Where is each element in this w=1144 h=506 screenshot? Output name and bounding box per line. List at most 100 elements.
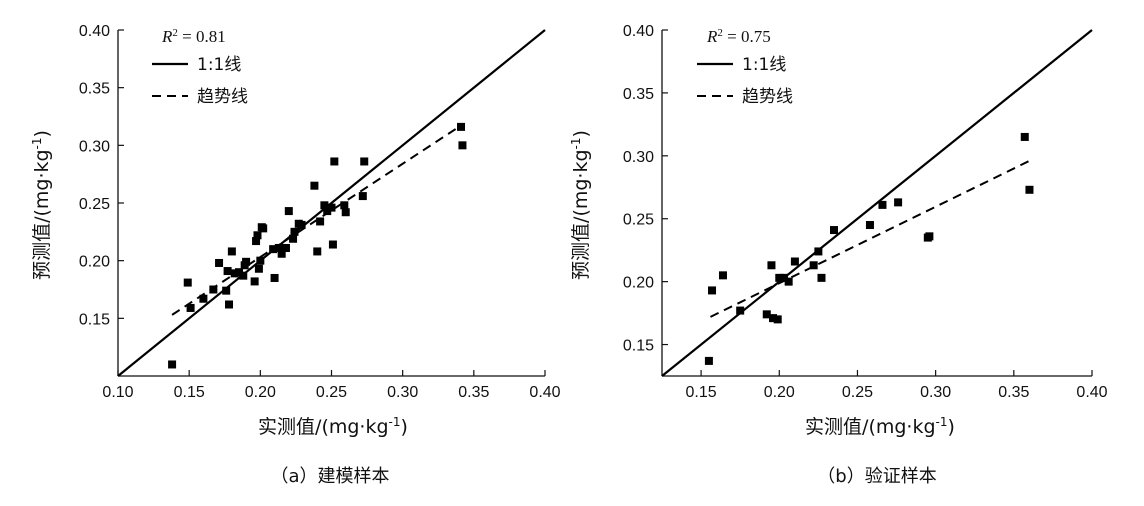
- data-point: [270, 273, 279, 282]
- data-point: [250, 277, 259, 286]
- y-tick-label: 0.40: [623, 23, 654, 40]
- x-tick-label: 0.35: [998, 384, 1029, 401]
- x-tick-label: 0.20: [245, 384, 276, 401]
- legend-one-to-one-label: 1:1线: [197, 55, 241, 75]
- data-point: [183, 278, 192, 287]
- y-tick-label: 0.20: [79, 254, 110, 271]
- data-point: [269, 245, 278, 254]
- data-point: [199, 294, 208, 303]
- chart-panel-b: 0.15 0.20 0.25 0.30 0.35 0.40 0.15 0.20 0.25 0.30…: [569, 23, 1108, 487]
- x-axis-title: 实测值/(mg·kg-1): [805, 415, 955, 438]
- data-point: [341, 208, 350, 217]
- one-to-one-line: [661, 29, 1093, 377]
- data-point: [1020, 132, 1029, 141]
- data-point: [718, 271, 727, 280]
- x-tick-label: 0.40: [529, 384, 560, 401]
- y-tick-label: 0.30: [79, 138, 110, 155]
- data-point: [223, 267, 232, 276]
- data-point: [277, 249, 286, 258]
- trend-line: [710, 159, 1030, 318]
- data-point: [239, 271, 248, 280]
- data-point: [289, 234, 298, 243]
- data-point: [284, 207, 293, 216]
- data-point: [458, 141, 467, 150]
- data-point: [809, 261, 818, 270]
- data-point: [358, 192, 367, 201]
- data-point: [704, 356, 713, 365]
- r-squared-label: R2 = 0.75: [706, 27, 771, 46]
- data-point: [222, 286, 231, 295]
- data-point: [242, 257, 251, 266]
- data-point: [327, 203, 336, 212]
- data-point: [328, 240, 337, 249]
- data-point: [775, 273, 784, 282]
- data-point: [230, 269, 239, 278]
- data-point: [330, 157, 339, 166]
- legend-trend-label: 趋势线: [197, 87, 248, 107]
- one-to-one-line: [117, 29, 546, 377]
- data-point: [297, 220, 306, 229]
- data-point: [323, 207, 332, 216]
- data-point: [865, 221, 874, 230]
- y-tick-label: 0.35: [623, 86, 654, 103]
- data-point: [773, 315, 782, 324]
- data-point: [817, 273, 826, 282]
- data-point: [186, 303, 195, 312]
- x-tick-label: 0.40: [1076, 384, 1107, 401]
- data-point: [168, 360, 177, 369]
- data-point: [234, 268, 243, 277]
- data-point: [227, 247, 236, 256]
- y-tick-label: 0.25: [79, 196, 110, 213]
- x-axis-title: 实测值/(mg·kg-1): [258, 415, 408, 438]
- chart-panel-a: 0.10 0.15 0.20 0.25 0.30 0.35 0.40 0.15 0.20 0.25…: [30, 23, 561, 487]
- y-tick-label: 0.15: [623, 338, 654, 355]
- data-point: [1025, 185, 1034, 194]
- y-tick-label: 0.30: [623, 149, 654, 166]
- x-tick-label: 0.30: [920, 384, 951, 401]
- data-point: [708, 286, 717, 295]
- x-tick-label: 0.25: [842, 384, 873, 401]
- data-point: [274, 243, 283, 252]
- r-squared-label: R2 = 0.81: [161, 27, 226, 46]
- x-tick-label: 0.15: [686, 384, 717, 401]
- data-point: [925, 232, 934, 241]
- y-tick-label: 0.20: [623, 275, 654, 292]
- data-point: [894, 198, 903, 207]
- data-point: [784, 277, 793, 286]
- legend-one-to-one-label: 1:1线: [742, 55, 786, 75]
- data-point: [310, 181, 319, 190]
- data-point: [457, 122, 466, 131]
- y-axis-title: 预测值/(mg·kg-1): [569, 130, 592, 280]
- data-point: [259, 224, 268, 233]
- data-point: [814, 247, 823, 256]
- y-tick-label: 0.15: [79, 311, 110, 328]
- x-tick-label: 0.35: [458, 384, 489, 401]
- x-tick-label: 0.20: [764, 384, 795, 401]
- data-point: [313, 247, 322, 256]
- x-tick-label: 0.10: [102, 384, 133, 401]
- data-point: [256, 256, 265, 265]
- data-point: [360, 157, 369, 166]
- data-point: [290, 227, 299, 236]
- data-point: [340, 201, 349, 210]
- data-point: [320, 201, 329, 210]
- legend-trend-label: 趋势线: [742, 87, 793, 107]
- data-point: [252, 237, 261, 246]
- y-tick-label: 0.25: [623, 212, 654, 229]
- data-point: [254, 264, 263, 273]
- data-point: [316, 217, 325, 226]
- data-point: [215, 258, 224, 267]
- data-point: [767, 261, 776, 270]
- data-point: [225, 300, 234, 309]
- x-tick-label: 0.15: [174, 384, 205, 401]
- data-point: [281, 243, 290, 252]
- x-tick-label: 0.30: [387, 384, 418, 401]
- chart-caption: （a）建模样本: [270, 466, 389, 487]
- y-axis-title: 预测值/(mg·kg-1): [30, 130, 53, 280]
- y-tick-label: 0.35: [79, 81, 110, 98]
- x-tick-label: 0.25: [316, 384, 347, 401]
- data-point: [762, 310, 771, 319]
- data-point: [790, 257, 799, 266]
- data-point: [878, 200, 887, 209]
